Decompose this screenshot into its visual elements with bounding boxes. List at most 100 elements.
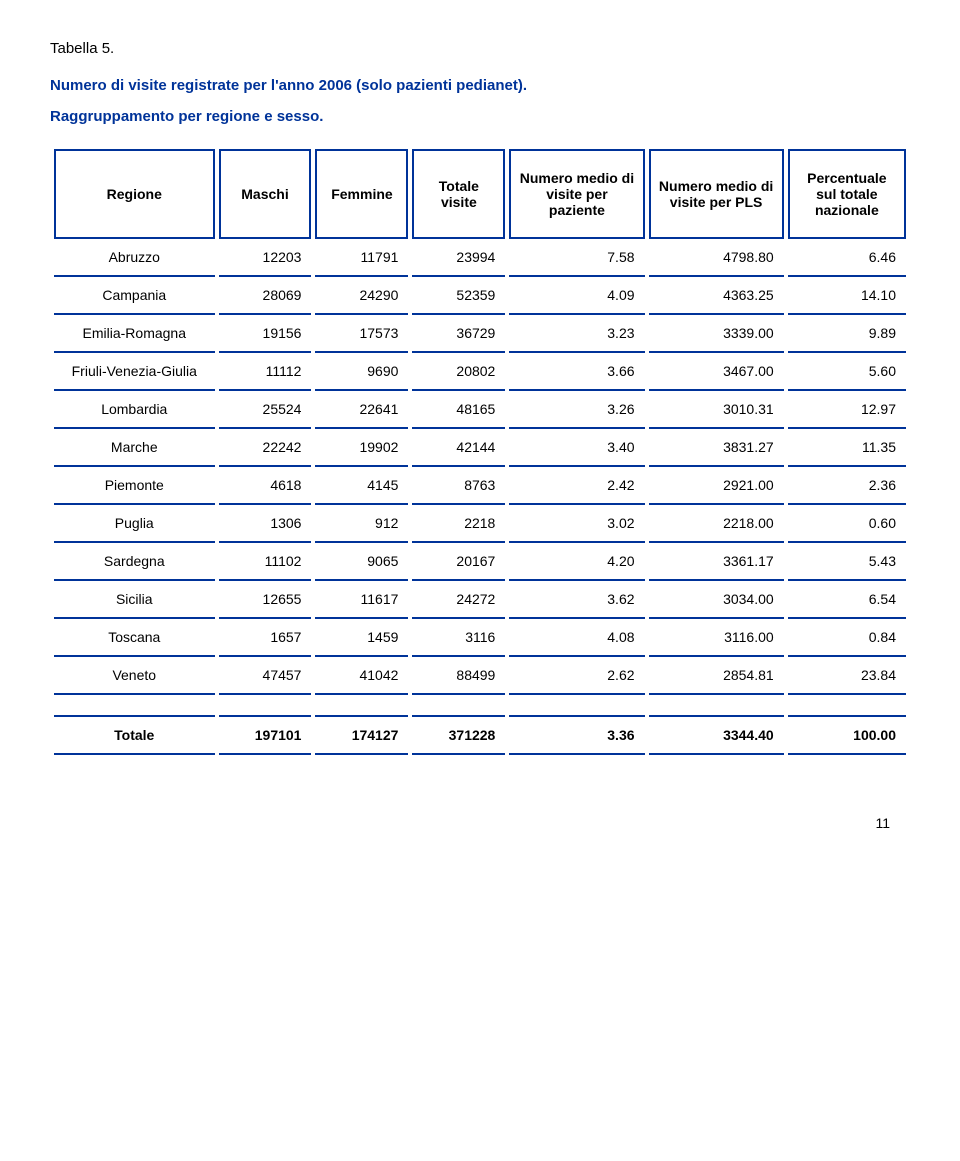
page-subtitle: Raggruppamento per regione e sesso. [50, 108, 910, 125]
cell-region: Toscana [54, 619, 215, 657]
cell-medio-pls: 3831.27 [649, 429, 784, 467]
cell-percentuale: 0.84 [788, 619, 906, 657]
cell-maschi: 47457 [219, 657, 312, 695]
cell-femmine: 9690 [315, 353, 408, 391]
table-row: Puglia130691222183.022218.000.60 [54, 505, 906, 543]
cell-percentuale: 0.60 [788, 505, 906, 543]
col-header-maschi: Maschi [219, 149, 312, 239]
cell-medio-pls: 3010.31 [649, 391, 784, 429]
cell-medio-pls: 2854.81 [649, 657, 784, 695]
cell-totale: 42144 [412, 429, 505, 467]
cell-medio-pls-total: 3344.40 [649, 717, 784, 755]
cell-medio-paziente: 3.62 [509, 581, 644, 619]
cell-femmine: 9065 [315, 543, 408, 581]
cell-percentuale-total: 100.00 [788, 717, 906, 755]
cell-medio-paziente: 3.26 [509, 391, 644, 429]
cell-medio-paziente-total: 3.36 [509, 717, 644, 755]
cell-totale: 2218 [412, 505, 505, 543]
cell-region: Friuli-Venezia-Giulia [54, 353, 215, 391]
cell-medio-pls: 2921.00 [649, 467, 784, 505]
cell-femmine: 912 [315, 505, 408, 543]
cell-percentuale: 6.46 [788, 239, 906, 277]
cell-percentuale: 23.84 [788, 657, 906, 695]
cell-medio-paziente: 3.66 [509, 353, 644, 391]
cell-totale: 23994 [412, 239, 505, 277]
table-row: Marche2224219902421443.403831.2711.35 [54, 429, 906, 467]
cell-femmine: 17573 [315, 315, 408, 353]
table-row: Toscana1657145931164.083116.000.84 [54, 619, 906, 657]
cell-maschi: 4618 [219, 467, 312, 505]
table-row: Lombardia2552422641481653.263010.3112.97 [54, 391, 906, 429]
cell-maschi: 1657 [219, 619, 312, 657]
table-row: Campania2806924290523594.094363.2514.10 [54, 277, 906, 315]
cell-femmine: 11791 [315, 239, 408, 277]
col-header-medio-pls: Numero medio di visite per PLS [649, 149, 784, 239]
cell-maschi: 11112 [219, 353, 312, 391]
header-row: Regione Maschi Femmine Totale visite Num… [54, 149, 906, 239]
table-row: Veneto4745741042884992.622854.8123.84 [54, 657, 906, 695]
cell-medio-paziente: 4.09 [509, 277, 644, 315]
cell-medio-paziente: 3.23 [509, 315, 644, 353]
cell-maschi: 12655 [219, 581, 312, 619]
cell-percentuale: 12.97 [788, 391, 906, 429]
cell-totale: 24272 [412, 581, 505, 619]
cell-totale: 88499 [412, 657, 505, 695]
cell-percentuale: 6.54 [788, 581, 906, 619]
cell-region: Marche [54, 429, 215, 467]
col-header-percentuale: Percentuale sul totale nazionale [788, 149, 906, 239]
cell-medio-pls: 2218.00 [649, 505, 784, 543]
cell-femmine: 4145 [315, 467, 408, 505]
cell-maschi: 1306 [219, 505, 312, 543]
cell-totale: 20167 [412, 543, 505, 581]
table-label: Tabella 5. [50, 40, 910, 57]
cell-percentuale: 2.36 [788, 467, 906, 505]
cell-totale: 3116 [412, 619, 505, 657]
cell-femmine-total: 174127 [315, 717, 408, 755]
cell-femmine: 41042 [315, 657, 408, 695]
cell-region: Sardegna [54, 543, 215, 581]
cell-maschi: 11102 [219, 543, 312, 581]
cell-region: Campania [54, 277, 215, 315]
cell-region: Emilia-Romagna [54, 315, 215, 353]
cell-femmine: 22641 [315, 391, 408, 429]
cell-femmine: 24290 [315, 277, 408, 315]
cell-maschi-total: 197101 [219, 717, 312, 755]
cell-maschi: 25524 [219, 391, 312, 429]
cell-medio-paziente: 2.62 [509, 657, 644, 695]
cell-medio-paziente: 2.42 [509, 467, 644, 505]
page-title: Numero di visite registrate per l'anno 2… [50, 77, 910, 94]
cell-region-total: Totale [54, 717, 215, 755]
cell-medio-pls: 4798.80 [649, 239, 784, 277]
cell-maschi: 22242 [219, 429, 312, 467]
cell-medio-pls: 3116.00 [649, 619, 784, 657]
cell-medio-pls: 4363.25 [649, 277, 784, 315]
col-header-medio-paziente: Numero medio di visite per paziente [509, 149, 644, 239]
cell-totale: 52359 [412, 277, 505, 315]
cell-region: Veneto [54, 657, 215, 695]
cell-femmine: 19902 [315, 429, 408, 467]
cell-medio-pls: 3034.00 [649, 581, 784, 619]
cell-maschi: 28069 [219, 277, 312, 315]
blank-row [54, 695, 906, 717]
cell-region: Lombardia [54, 391, 215, 429]
cell-medio-pls: 3467.00 [649, 353, 784, 391]
cell-region: Piemonte [54, 467, 215, 505]
table-row: Abruzzo1220311791239947.584798.806.46 [54, 239, 906, 277]
cell-percentuale: 9.89 [788, 315, 906, 353]
cell-maschi: 19156 [219, 315, 312, 353]
table-row: Sicilia1265511617242723.623034.006.54 [54, 581, 906, 619]
cell-medio-paziente: 4.20 [509, 543, 644, 581]
table-row: Emilia-Romagna1915617573367293.233339.00… [54, 315, 906, 353]
cell-region: Sicilia [54, 581, 215, 619]
cell-medio-paziente: 3.02 [509, 505, 644, 543]
total-row: Totale1971011741273712283.363344.40100.0… [54, 717, 906, 755]
page-number: 11 [50, 815, 910, 831]
cell-medio-paziente: 4.08 [509, 619, 644, 657]
cell-medio-pls: 3339.00 [649, 315, 784, 353]
cell-maschi: 12203 [219, 239, 312, 277]
table-row: Piemonte4618414587632.422921.002.36 [54, 467, 906, 505]
cell-percentuale: 5.60 [788, 353, 906, 391]
cell-medio-paziente: 7.58 [509, 239, 644, 277]
data-table: Regione Maschi Femmine Totale visite Num… [50, 149, 910, 755]
table-row: Sardegna111029065201674.203361.175.43 [54, 543, 906, 581]
